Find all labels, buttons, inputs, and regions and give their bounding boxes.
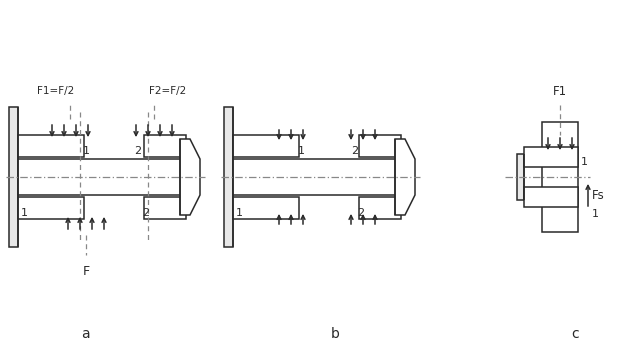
Text: 1: 1 — [21, 208, 28, 218]
Text: F2=F/2: F2=F/2 — [149, 86, 187, 96]
Bar — [224, 107, 233, 247]
Bar — [18, 197, 84, 219]
Text: 2: 2 — [357, 208, 364, 218]
Bar — [233, 159, 398, 195]
Bar — [18, 159, 183, 195]
Bar — [359, 135, 401, 157]
Text: F1: F1 — [553, 85, 567, 98]
Polygon shape — [180, 139, 200, 215]
Text: 2: 2 — [142, 208, 149, 218]
Bar — [517, 154, 524, 200]
Bar — [524, 187, 578, 207]
Text: 1: 1 — [581, 157, 588, 167]
Bar — [144, 197, 186, 219]
Bar — [18, 135, 84, 157]
Text: 1: 1 — [592, 209, 599, 219]
Bar — [233, 135, 299, 157]
Bar — [233, 197, 299, 219]
Text: c: c — [572, 327, 579, 341]
Text: F: F — [83, 265, 90, 278]
Bar — [144, 135, 186, 157]
Text: 1: 1 — [83, 146, 90, 156]
Text: Fs: Fs — [592, 189, 605, 202]
Bar — [359, 197, 401, 219]
Polygon shape — [395, 139, 415, 215]
Text: 1: 1 — [298, 146, 305, 156]
Bar — [9, 107, 18, 247]
Bar — [542, 122, 578, 232]
Text: 2: 2 — [351, 146, 358, 156]
Text: a: a — [81, 327, 90, 341]
Text: 2: 2 — [134, 146, 141, 156]
Text: 1: 1 — [236, 208, 243, 218]
Text: F1=F/2: F1=F/2 — [37, 86, 75, 96]
Bar — [524, 147, 578, 167]
Text: b: b — [331, 327, 340, 341]
